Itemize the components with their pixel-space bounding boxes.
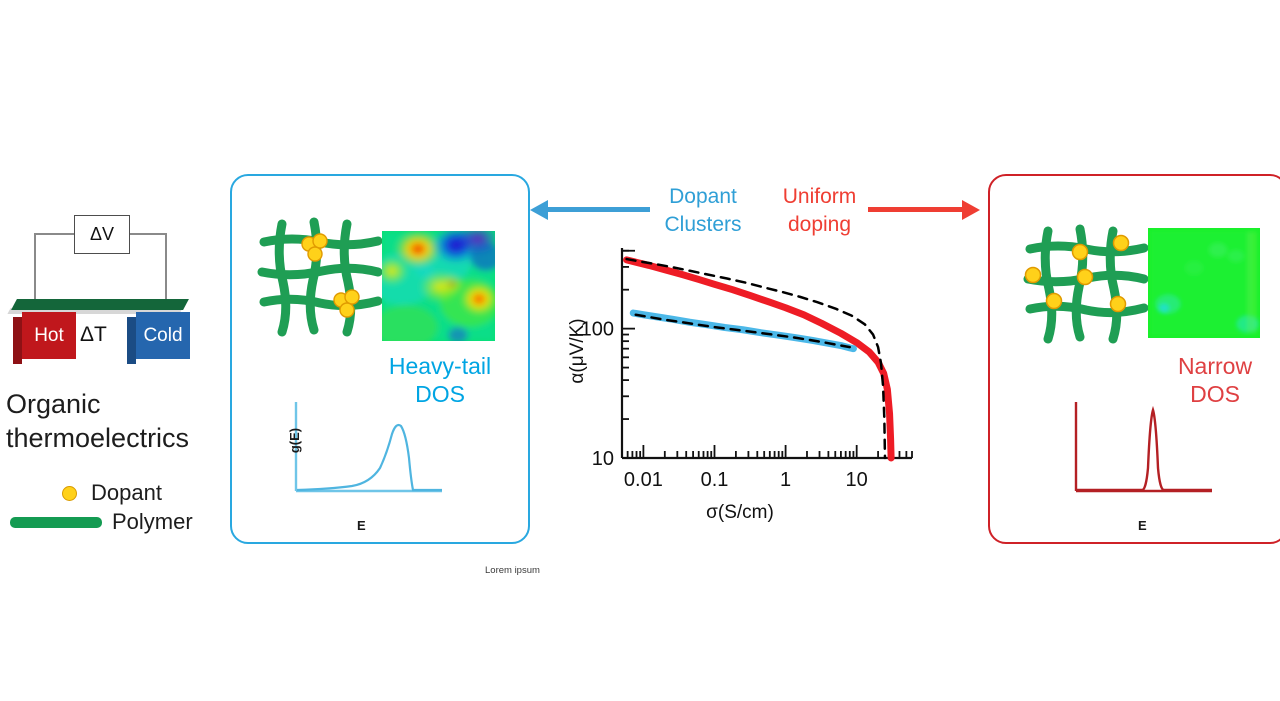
hot-block-label: Hot [34, 324, 64, 346]
arrow-left-shaft [546, 207, 650, 212]
narrow-dos-line1: Narrow [1177, 353, 1253, 379]
chart-series-path [629, 309, 857, 353]
dopant-concentration-heatmap-heterogeneous [382, 231, 495, 341]
chart-x-tick-label: 1 [780, 469, 791, 491]
wire-left-vertical [34, 233, 36, 305]
polymer-swatch-icon [10, 516, 102, 528]
heavy-tail-dos-line2: DOS [415, 381, 465, 408]
dopant-swatch-icon [62, 485, 77, 501]
chart-y-axis-label: α(μV/K) [567, 318, 588, 384]
arrow-left-dopant-clusters [530, 200, 650, 220]
dos-ylabel-heavy-tail: g(E) [287, 427, 303, 454]
dopant-uniform-group [1024, 234, 1130, 313]
chart-x-tick-label: 10 [846, 469, 868, 491]
hot-block: Hot [13, 312, 76, 364]
narrow-dos-label: Narrow DOS [1150, 352, 1280, 408]
cold-block: Cold [127, 312, 190, 364]
dos-plot-heavy-tail [294, 402, 442, 493]
dos-plot-narrow [1074, 402, 1212, 493]
uniform-doping-line2: doping [787, 213, 852, 237]
dopant-clusters-line1: Dopant [669, 185, 737, 208]
chart-plot-area: 0.01 0.1 1 10 10 100 [581, 248, 913, 491]
arrow-right-uniform-doping [868, 200, 980, 220]
voltmeter-label: ΔV [89, 224, 115, 244]
panel-uniform-doping: g(E) E [988, 174, 1280, 544]
heavy-tail-dos-label: Heavy-tail DOS [370, 352, 510, 408]
heavy-tail-dos-line1: Heavy-tail [388, 353, 492, 379]
chart-x-tick-label: 0.01 [624, 469, 663, 491]
chart-series-path [625, 257, 887, 460]
dos-xlabel-narrow: E [1138, 518, 1147, 533]
page-title-line2: thermoelectrics [6, 422, 190, 453]
page-title-line1: Organic [6, 389, 101, 419]
dos-xlabel-heavy-tail: E [357, 518, 366, 533]
legend-dopant-label: Dopant [91, 480, 162, 505]
chart-y-tick-label: 10 [592, 448, 614, 470]
cold-block-side [127, 317, 136, 364]
hot-block-side [13, 317, 22, 364]
cold-block-label: Cold [143, 324, 183, 346]
polymer-mesh-clusters-diagram [257, 217, 383, 337]
dopant-clusters-line2: Clusters [664, 213, 742, 237]
legend-polymer-label: Polymer [112, 509, 193, 534]
thermoelectric-device-schematic: ΔV Hot Cold ΔT [0, 175, 230, 364]
dopant-clusters-label: Dopant Clusters [648, 183, 758, 240]
dopant-cluster-1 [301, 233, 328, 262]
legend-item-polymer: Polymer [10, 509, 193, 535]
wire-left-horizontal [34, 233, 75, 235]
voltmeter-box: ΔV [74, 215, 130, 254]
legend-item-dopant: Dopant [50, 480, 162, 506]
chart-x-axis-label: σ(S/cm) [706, 502, 774, 523]
arrow-left-head-icon [530, 200, 548, 220]
chart-y-tick-label: 100 [581, 319, 614, 341]
chart-series-path [623, 256, 895, 462]
footnote-text: Lorem ipsum [485, 565, 540, 576]
narrow-dos-line2: DOS [1190, 381, 1240, 408]
uniform-doping-line1: Uniform [782, 185, 857, 208]
polymer-mesh-uniform-diagram [1023, 224, 1149, 344]
wire-right-horizontal [127, 233, 166, 235]
delta-t-label: ΔT [80, 323, 107, 346]
panel-dopant-clusters: g(E) E [230, 174, 530, 544]
dopant-cluster-2 [333, 289, 360, 318]
arrow-right-head-icon [962, 200, 980, 220]
alpha-vs-sigma-chart: 0.01 0.1 1 10 10 100 σ(S/cm) α(μV/K) [560, 240, 920, 540]
polymer-substrate-slab [11, 299, 189, 310]
chart-series-path [634, 313, 852, 349]
page-title: Organic thermoelectrics [6, 388, 226, 456]
arrow-right-shaft [868, 207, 964, 212]
wire-right-vertical [165, 233, 167, 305]
chart-x-tick-label: 0.1 [701, 469, 729, 491]
uniform-doping-label: Uniform doping [762, 183, 877, 240]
dopant-concentration-heatmap-uniform [1148, 228, 1260, 338]
